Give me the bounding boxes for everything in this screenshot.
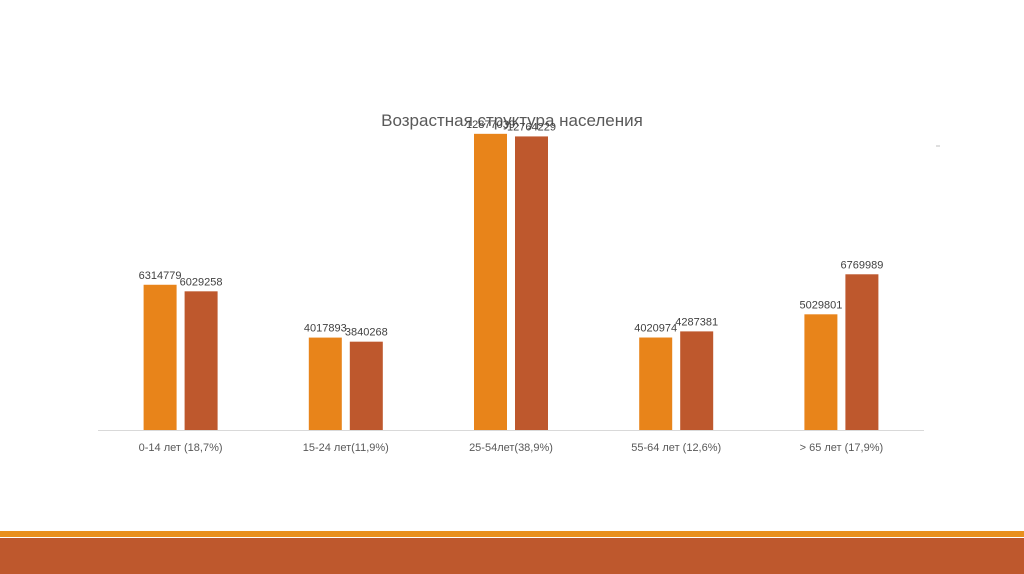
- bar-series2-0: [184, 291, 218, 430]
- category-label-1: 15-24 лет(11,9%): [303, 442, 389, 454]
- bar-series1-0: [143, 284, 177, 430]
- category-labels-group: 0-14 лет (18,7%) 15-24 лет(11,9%) 25-54лет…: [139, 442, 884, 454]
- footer-stripe: [0, 531, 1024, 537]
- bar-series2-3: [680, 331, 714, 430]
- bar-series1-3: [639, 337, 673, 430]
- value-label-series1-0: 6314779: [139, 270, 182, 282]
- category-label-3: 55-64 лет (12,6%): [631, 442, 721, 454]
- value-label-series2-2: 12764229: [507, 121, 556, 133]
- value-label-series1-4: 5029801: [799, 299, 842, 311]
- footer-band: [0, 538, 1024, 574]
- bars-group: [143, 133, 879, 430]
- bar-series1-4: [804, 314, 838, 430]
- bar-series1-2: [474, 133, 507, 430]
- value-label-series2-4: 6769989: [840, 259, 883, 271]
- chart-title: Возрастная структура населения: [381, 111, 643, 130]
- value-label-series2-0: 6029258: [180, 276, 223, 288]
- bar-series2-1: [349, 341, 383, 430]
- value-label-series1-2: 12877039: [466, 119, 515, 131]
- bar-series2-2: [515, 136, 548, 430]
- value-label-series1-1: 4017893: [304, 323, 347, 335]
- category-label-4: > 65 лет (17,9%): [800, 442, 884, 454]
- value-label-series1-3: 4020974: [634, 323, 677, 335]
- category-label-0: 0-14 лет (18,7%): [139, 442, 223, 454]
- bar-series1-1: [308, 337, 342, 430]
- category-label-2: 25-54лет(38,9%): [469, 442, 553, 454]
- value-label-series2-1: 3840268: [345, 327, 388, 339]
- bar-series2-4: [845, 274, 879, 430]
- value-label-series2-3: 4287381: [675, 316, 718, 328]
